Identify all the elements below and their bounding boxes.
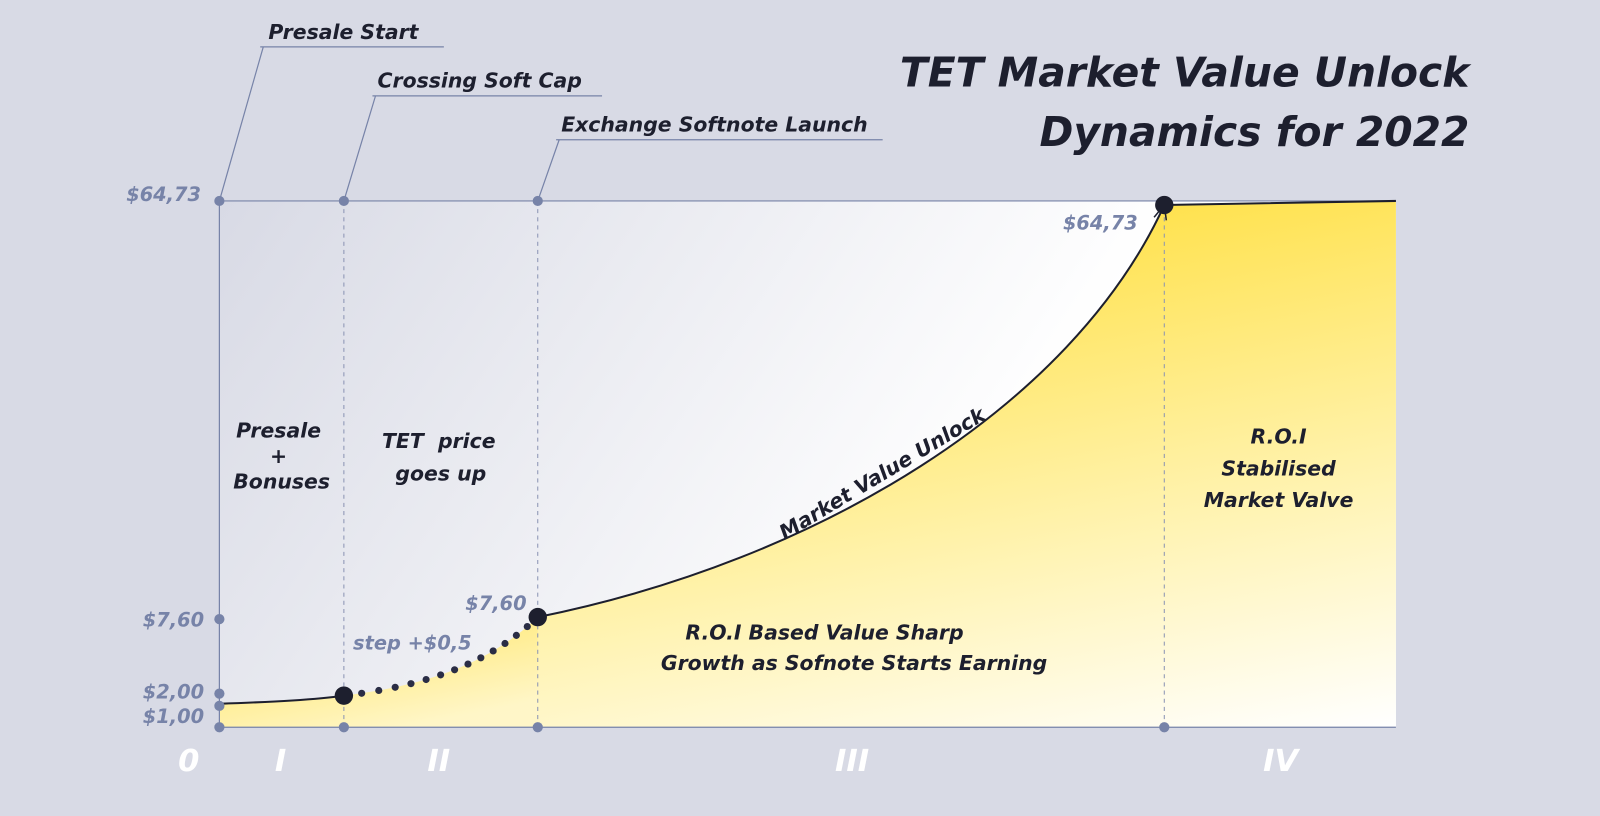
curve	[537, 199, 1396, 619]
leader	[218, 46, 444, 202]
y-label: $1,00	[143, 705, 204, 728]
step-dot	[375, 686, 383, 695]
step-dot	[358, 689, 366, 697]
step-dot	[422, 675, 430, 684]
region-text: Presale	[236, 419, 321, 443]
step-dot	[391, 683, 399, 691]
step-label: step +$0,5	[353, 632, 472, 655]
price-label: $7,60	[465, 592, 526, 615]
title: TET Market Value Unlock	[900, 49, 1472, 97]
region-text: goes up	[395, 461, 486, 485]
step-dot	[451, 666, 459, 674]
leader	[343, 95, 603, 202]
step-dot	[489, 647, 497, 655]
milestone: Crossing Soft Cap	[378, 69, 582, 93]
region-text: Stabilised	[1221, 456, 1336, 480]
phase: III	[835, 744, 869, 779]
leader	[537, 139, 883, 202]
phase: IV	[1263, 744, 1300, 779]
title: Dynamics for 2022	[1039, 108, 1469, 156]
milestone: Presale Start	[268, 20, 419, 44]
milestone: Exchange Softnote Launch	[561, 113, 867, 137]
region-text: R.O.I	[1251, 425, 1307, 449]
step-dot	[464, 660, 472, 668]
region-text: TET price	[382, 429, 496, 453]
region-text: Bonuses	[233, 470, 330, 494]
phase: I	[275, 744, 286, 779]
region-text: Market Valve	[1204, 488, 1354, 512]
y-label: $2,00	[143, 681, 204, 704]
phase: 0	[178, 744, 199, 779]
key-points	[334, 195, 1174, 705]
step-dot	[512, 631, 520, 639]
step-dot	[407, 680, 415, 688]
phase: II	[427, 744, 450, 779]
step-dot	[523, 623, 531, 631]
region-text: Growth as Sofnote Starts Earning	[661, 651, 1047, 675]
curve	[219, 694, 345, 705]
step-dot	[437, 671, 445, 679]
y-label: $64,73	[126, 183, 201, 206]
y-label: $7,60	[143, 608, 204, 631]
axis-dots	[214, 195, 1170, 733]
value-area	[219, 200, 1396, 728]
step-dot	[501, 639, 509, 648]
step-dot	[477, 654, 485, 662]
early-area	[219, 617, 538, 728]
region-text: +	[270, 444, 287, 468]
region-text: R.O.I Based Value Sharp	[685, 621, 963, 645]
step-dots	[358, 623, 531, 697]
price-label: $64,73	[1063, 212, 1138, 235]
